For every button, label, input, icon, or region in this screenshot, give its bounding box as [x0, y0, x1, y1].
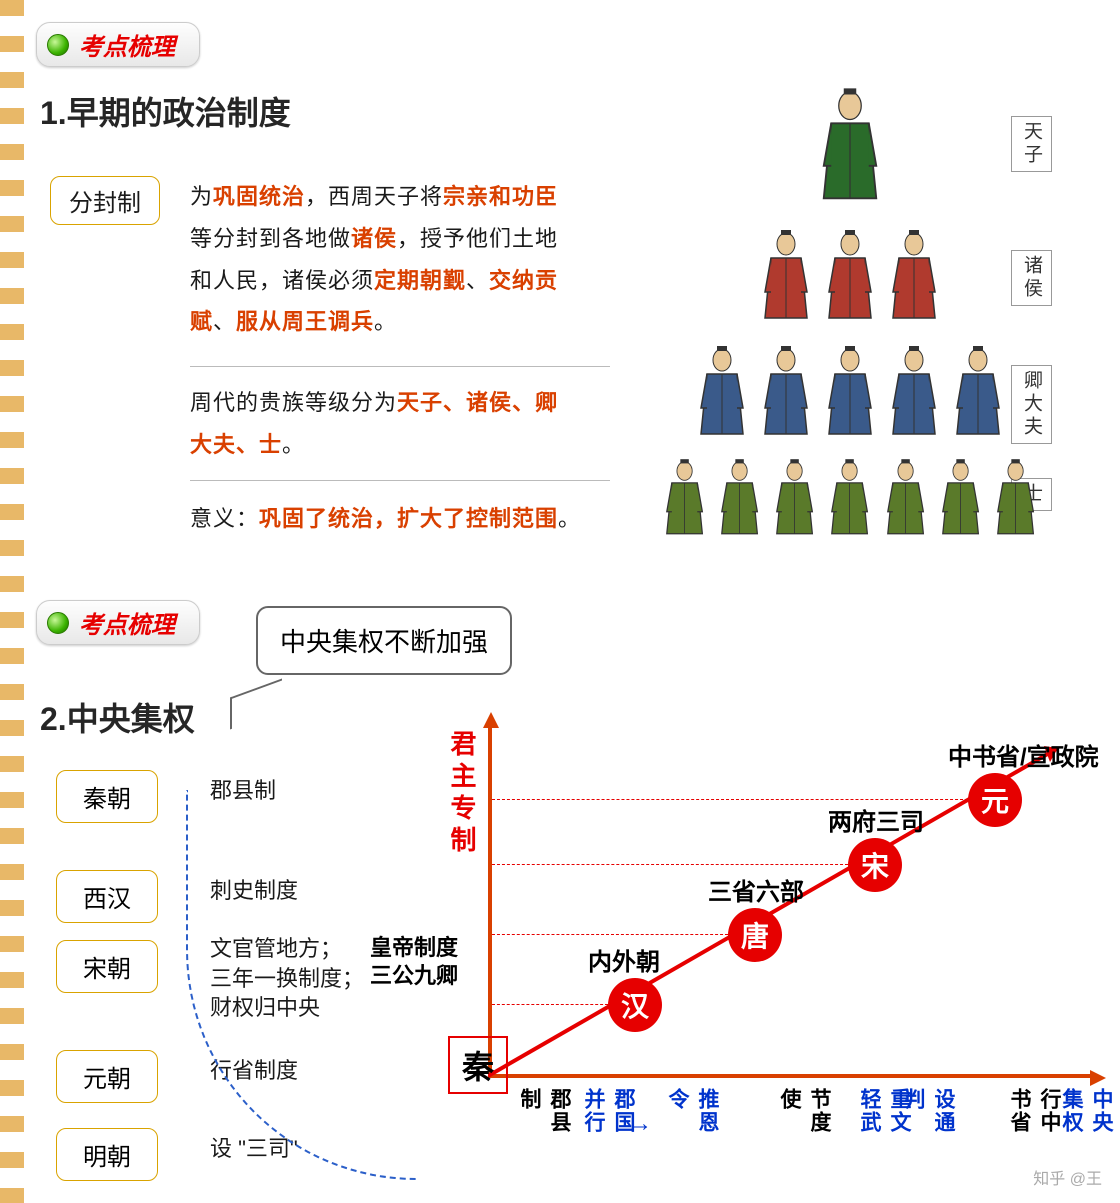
arrow-up-icon	[483, 712, 499, 728]
dynasty-box: 秦朝	[56, 770, 158, 823]
spiral-binding	[0, 0, 24, 1203]
dashed-grid-line	[492, 864, 848, 865]
centralization-chart: 君主专制 秦 汉内外朝唐三省六部宋两府三司元中书省/宣政院 郡县制郡国并行推恩令…	[438, 718, 1098, 1148]
x-axis-label: 推恩令	[662, 1088, 722, 1148]
x-axis-label: 郡县制	[514, 1088, 574, 1148]
tier-row-4	[660, 452, 1040, 546]
dynasty-institution-label: 中书省/宣政院	[948, 737, 1099, 772]
origin-label: 秦	[448, 1036, 508, 1094]
x-axis-label: 中央集权	[1056, 1088, 1116, 1148]
person-icon	[991, 452, 1040, 546]
section1-title: 1.早期的政治制度	[40, 88, 291, 134]
speech-bubble: 中央集权不断加强	[256, 606, 512, 675]
header-pill-1: 考点梳理	[36, 22, 200, 67]
hierarchy-pyramid: 天子 诸侯 卿大夫 士	[660, 100, 1040, 540]
dynasty-institution-label: 三省六部	[708, 872, 804, 907]
dynasty-box: 宋朝	[56, 940, 158, 993]
x-axis-label: 节度使	[774, 1088, 834, 1148]
separator-1	[190, 366, 610, 367]
person-icon	[825, 452, 874, 546]
dynasty-node: 宋	[848, 838, 902, 892]
separator-2	[190, 480, 610, 481]
section2-title: 2.中央集权	[40, 694, 195, 740]
y-axis-label: 君主专制	[444, 730, 481, 858]
person-icon	[936, 452, 985, 546]
dashed-grid-line	[492, 934, 728, 935]
person-icon	[757, 230, 815, 324]
tier-row-3	[660, 346, 1040, 440]
para-1: 为巩固统治，西周天子将宗亲和功臣 等分封到各地做诸侯，授予他们土地 和人民，诸侯…	[190, 176, 620, 343]
para-3: 意义：巩固了统治，扩大了控制范围。	[190, 498, 630, 540]
header-pill-2: 考点梳理	[36, 600, 200, 645]
dashed-grid-line	[492, 1004, 608, 1005]
term-fenfengzhi: 分封制	[50, 176, 160, 225]
dashed-grid-line	[492, 799, 968, 800]
small-arrow-icon: →	[628, 1110, 652, 1138]
dynasty-institution-label: 两府三司	[828, 802, 924, 837]
green-dot-icon	[47, 612, 69, 634]
person-icon	[881, 452, 930, 546]
header-label-1: 考点梳理	[79, 27, 175, 62]
dynasty-box: 元朝	[56, 1050, 158, 1103]
watermark: 知乎 @王	[1033, 1165, 1102, 1189]
dynasty-node: 元	[968, 773, 1022, 827]
dynasty-box: 西汉	[56, 870, 158, 923]
tier-row-2	[660, 230, 1040, 324]
green-dot-icon	[47, 34, 69, 56]
person-icon	[770, 452, 819, 546]
dynasty-institution-label: 内外朝	[588, 942, 660, 977]
person-icon	[757, 346, 815, 440]
person-icon	[715, 452, 764, 546]
person-icon	[885, 230, 943, 324]
person-icon	[885, 346, 943, 440]
dynasty-node: 唐	[728, 908, 782, 962]
tier-row-1	[660, 100, 1040, 194]
person-icon	[660, 452, 709, 546]
x-axis-label: 行中书省	[1004, 1088, 1064, 1148]
dynasty-node: 汉	[608, 978, 662, 1032]
dynasty-box: 明朝	[56, 1128, 158, 1181]
person-icon	[821, 230, 879, 324]
header-label-2: 考点梳理	[79, 605, 175, 640]
person-icon	[949, 346, 1007, 440]
x-axis-label: 设通判	[898, 1088, 958, 1148]
person-icon	[814, 88, 887, 206]
person-icon	[821, 346, 879, 440]
person-icon	[693, 346, 751, 440]
para-2: 周代的贵族等级分为天子、诸侯、卿 大夫、士。	[190, 382, 620, 466]
